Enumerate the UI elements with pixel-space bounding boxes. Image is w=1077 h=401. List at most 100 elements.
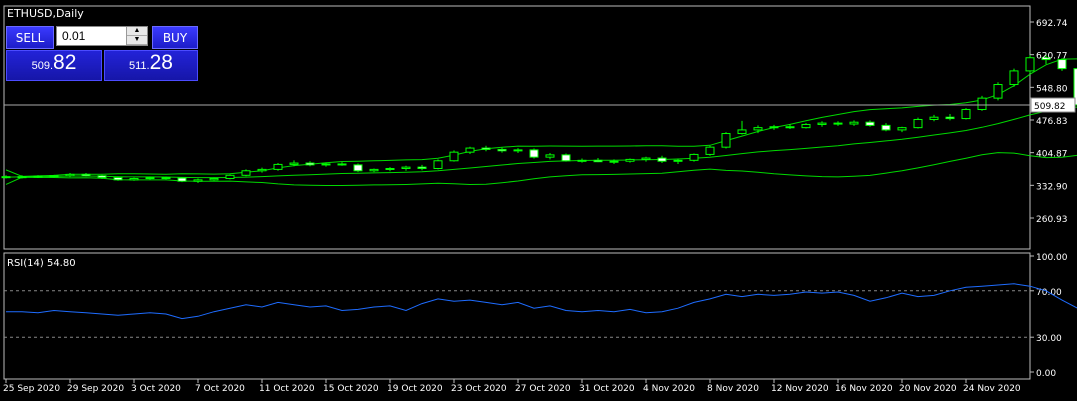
candle-body <box>401 166 411 169</box>
rsi-title: RSI(14) 54.80 <box>7 258 76 269</box>
candle-body <box>1073 68 1077 106</box>
time-tick-label: 27 Oct 2020 <box>515 384 571 394</box>
candle-body <box>481 147 491 150</box>
candle-body <box>1057 59 1067 70</box>
rsi-line <box>6 283 1077 320</box>
candle-body <box>225 174 235 179</box>
candle-body <box>417 166 427 169</box>
time-tick-label: 25 Sep 2020 <box>3 384 60 394</box>
current-price-box <box>1030 97 1076 113</box>
price-tick-label: 260.93 <box>1036 215 1068 225</box>
candle-body <box>849 121 859 125</box>
candle-body <box>209 177 219 181</box>
candle-body <box>193 179 203 182</box>
candle-body <box>593 159 603 163</box>
candle-body <box>257 168 267 172</box>
time-tick-label: 23 Oct 2020 <box>451 384 507 394</box>
time-tick-label: 7 Oct 2020 <box>195 384 245 394</box>
candle-body <box>49 175 59 178</box>
candle-body <box>529 149 539 158</box>
candle-body <box>513 149 523 152</box>
candle-body <box>129 177 139 181</box>
bollinger-upper <box>5 58 1077 177</box>
candle-body <box>321 163 331 166</box>
candle-body <box>897 127 907 131</box>
bollinger-middle <box>5 106 1077 179</box>
candle-body <box>65 173 75 177</box>
time-tick-label: 16 Nov 2020 <box>835 384 893 394</box>
rsi-tick-label: 30.00 <box>1036 334 1062 344</box>
candle-body <box>305 162 315 166</box>
price-tick-label: 548.80 <box>1036 84 1068 94</box>
candle-body <box>241 170 251 176</box>
candle-body <box>993 84 1003 99</box>
candle-body <box>161 177 171 180</box>
one-click-trading-panel: SELL 0.01 ▲ ▼ BUY 509.82 511.28 <box>6 24 198 81</box>
price-tick-label: 692.74 <box>1036 19 1068 29</box>
time-tick-label: 11 Oct 2020 <box>259 384 315 394</box>
candle-body <box>705 146 715 155</box>
spin-down-icon[interactable]: ▼ <box>127 36 147 45</box>
candle-body <box>609 160 619 163</box>
candle-body <box>449 151 459 162</box>
time-tick-label: 3 Oct 2020 <box>131 384 181 394</box>
lot-size-input[interactable]: 0.01 ▲ ▼ <box>56 26 148 46</box>
time-tick-label: 4 Nov 2020 <box>643 384 695 394</box>
candle-body <box>97 175 107 179</box>
price-tick-label: 620.77 <box>1036 52 1068 62</box>
time-tick-label: 8 Nov 2020 <box>707 384 759 394</box>
chart-frame <box>3 5 1031 380</box>
candle-body <box>145 177 155 180</box>
candle-body <box>1025 57 1035 72</box>
chart-title: ETHUSD,Daily <box>7 7 84 20</box>
candle-body <box>801 123 811 129</box>
buy-price-small: 511. <box>129 60 150 72</box>
sell-price-small: 509. <box>31 60 54 72</box>
candle-body <box>1009 70 1019 86</box>
rsi-tick-label: 100.00 <box>1036 253 1068 263</box>
buy-price[interactable]: 511.28 <box>104 50 198 81</box>
candle-body <box>177 177 187 182</box>
candle-body <box>657 157 667 162</box>
candle-body <box>497 148 507 152</box>
candle-body <box>81 173 91 177</box>
candle-body <box>561 154 571 162</box>
buy-button[interactable]: BUY <box>152 26 198 49</box>
spin-up-icon[interactable]: ▲ <box>127 27 147 36</box>
sell-button[interactable]: SELL <box>6 26 54 49</box>
buy-price-big: 28 <box>149 51 173 74</box>
price-tick-label: 332.90 <box>1036 182 1068 192</box>
time-tick-label: 31 Oct 2020 <box>579 384 635 394</box>
candle-body <box>641 157 651 160</box>
sell-price[interactable]: 509.82 <box>6 50 102 81</box>
candle-body <box>353 164 363 172</box>
candle-body <box>577 159 587 162</box>
lot-spinner[interactable]: ▲ ▼ <box>126 27 147 45</box>
candle-body <box>817 122 827 125</box>
price-axis: 692.74 620.77 548.80 476.83 404.87 332.90 260.… <box>4 19 1076 225</box>
rsi-tick-label: 0.00 <box>1036 369 1056 379</box>
time-tick-label: 15 Oct 2020 <box>323 384 379 394</box>
candle-body <box>945 116 955 120</box>
candle-body <box>545 154 555 158</box>
candle-body <box>337 163 347 166</box>
candle-body <box>929 116 939 120</box>
candle-body <box>273 163 283 170</box>
candle-body <box>737 129 747 135</box>
time-tick-label: 29 Sep 2020 <box>67 384 124 394</box>
main-frame <box>3 5 1031 250</box>
candle-body <box>753 127 763 131</box>
candle-body <box>369 168 379 172</box>
candle-body <box>113 177 123 181</box>
candle-body <box>785 126 795 129</box>
candle-body <box>465 147 475 153</box>
candle-body <box>673 159 683 162</box>
sell-price-big: 82 <box>53 51 77 74</box>
candle-body <box>913 118 923 129</box>
candles <box>1 55 1077 184</box>
time-tick-label: 24 Nov 2020 <box>963 384 1021 394</box>
current-price-label: 509.82 <box>1034 102 1066 112</box>
candle-body <box>833 122 843 125</box>
